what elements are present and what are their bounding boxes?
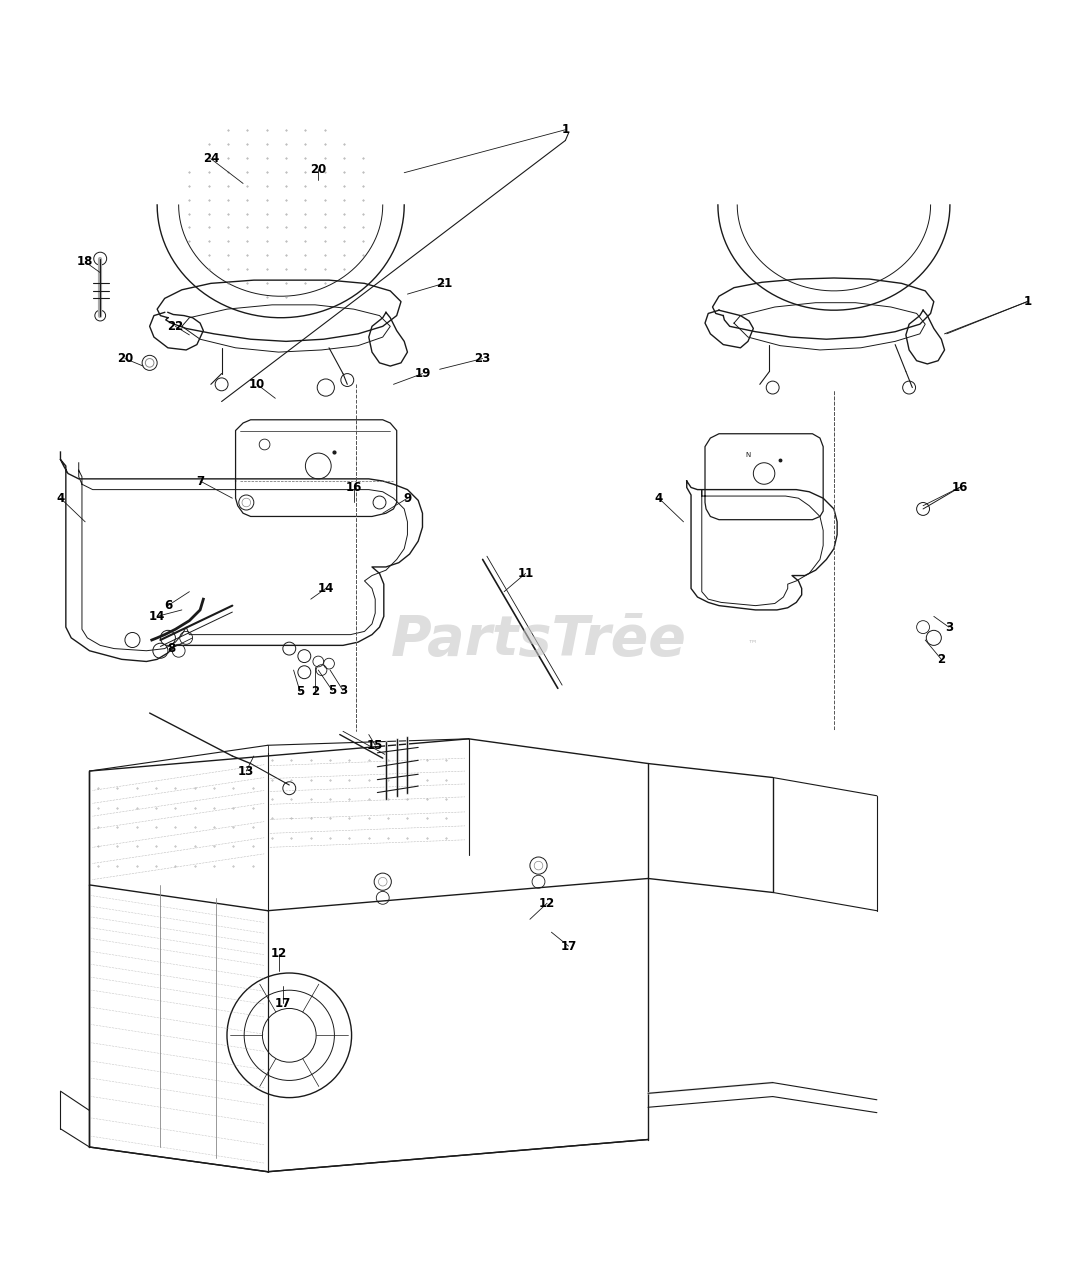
Text: 20: 20: [116, 352, 134, 365]
Text: 1: 1: [1023, 296, 1032, 308]
Text: 17: 17: [560, 940, 576, 952]
Text: 13: 13: [238, 764, 254, 777]
Text: 15: 15: [367, 739, 383, 751]
Text: PartsTrēe: PartsTrēe: [391, 613, 686, 667]
Text: 1: 1: [561, 123, 570, 136]
Text: 12: 12: [270, 947, 286, 960]
Text: 14: 14: [318, 582, 334, 595]
Text: 5: 5: [328, 684, 336, 698]
Text: 17: 17: [275, 997, 291, 1010]
Text: 4: 4: [655, 492, 663, 504]
Text: 23: 23: [475, 352, 491, 365]
Text: 21: 21: [436, 276, 452, 289]
Text: 19: 19: [415, 367, 431, 380]
Text: 14: 14: [149, 609, 166, 623]
Text: 3: 3: [339, 684, 347, 698]
Text: 2: 2: [937, 653, 946, 666]
Text: 5: 5: [296, 685, 304, 698]
Text: 22: 22: [167, 320, 183, 333]
Text: 8: 8: [167, 643, 176, 655]
Text: 2: 2: [311, 685, 319, 698]
Text: 11: 11: [517, 567, 534, 580]
Text: 10: 10: [249, 378, 265, 390]
Text: 16: 16: [951, 481, 968, 494]
Text: 9: 9: [403, 492, 411, 504]
Text: 12: 12: [538, 897, 556, 910]
Text: 4: 4: [56, 492, 65, 504]
Text: 6: 6: [164, 599, 172, 612]
Text: 24: 24: [202, 152, 219, 165]
Text: 7: 7: [196, 475, 205, 488]
Text: ™: ™: [747, 637, 758, 648]
Text: 3: 3: [945, 621, 953, 634]
Text: 20: 20: [310, 163, 326, 175]
Text: N: N: [745, 452, 751, 458]
Text: 18: 18: [76, 256, 94, 269]
Text: 16: 16: [346, 481, 362, 494]
